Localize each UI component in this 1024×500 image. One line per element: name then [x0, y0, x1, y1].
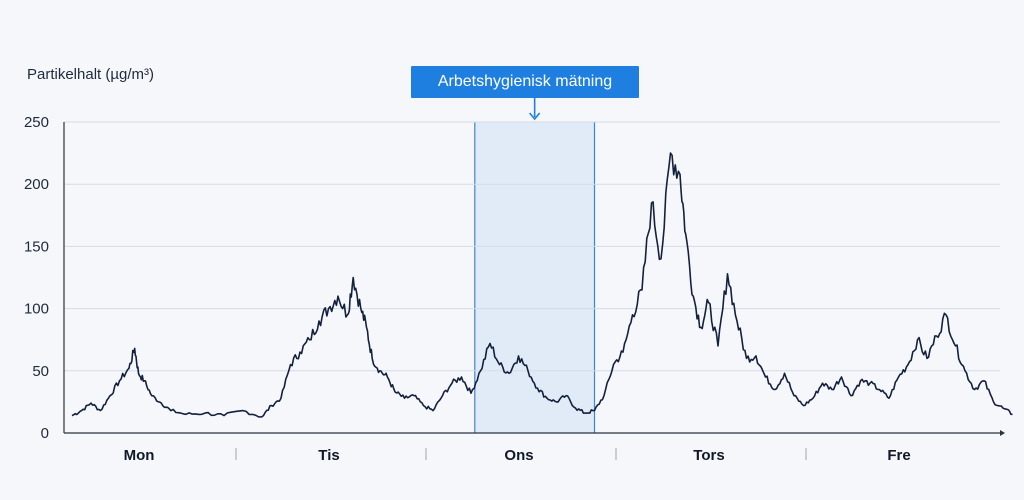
- day-label: Tis: [318, 447, 339, 464]
- measurement-callout: Arbetshygienisk mätning: [411, 66, 639, 98]
- y-tick-label: 250: [24, 114, 49, 131]
- callout-arrow-icon: [529, 98, 541, 121]
- y-tick-label: 100: [24, 301, 49, 318]
- x-axis-arrow-icon: [1000, 430, 1005, 436]
- grid-lines: [64, 121, 1000, 372]
- x-axis-days: Mon Tis Ons Tors Fre: [124, 447, 911, 464]
- measurement-highlight: [474, 122, 595, 433]
- day-label: Fre: [887, 447, 910, 464]
- y-tick-label: 150: [24, 238, 49, 255]
- y-axis-label: Partikelhalt (µg/m³): [27, 66, 154, 83]
- y-axis-ticks: 0 50 100 150 200 250: [24, 114, 49, 442]
- y-tick-label: 0: [41, 425, 49, 442]
- day-label: Tors: [693, 447, 724, 464]
- y-tick-label: 200: [24, 176, 49, 193]
- day-label: Ons: [504, 447, 533, 464]
- day-label: Mon: [124, 447, 155, 464]
- y-tick-label: 50: [32, 363, 49, 380]
- series-line: [71, 152, 1013, 418]
